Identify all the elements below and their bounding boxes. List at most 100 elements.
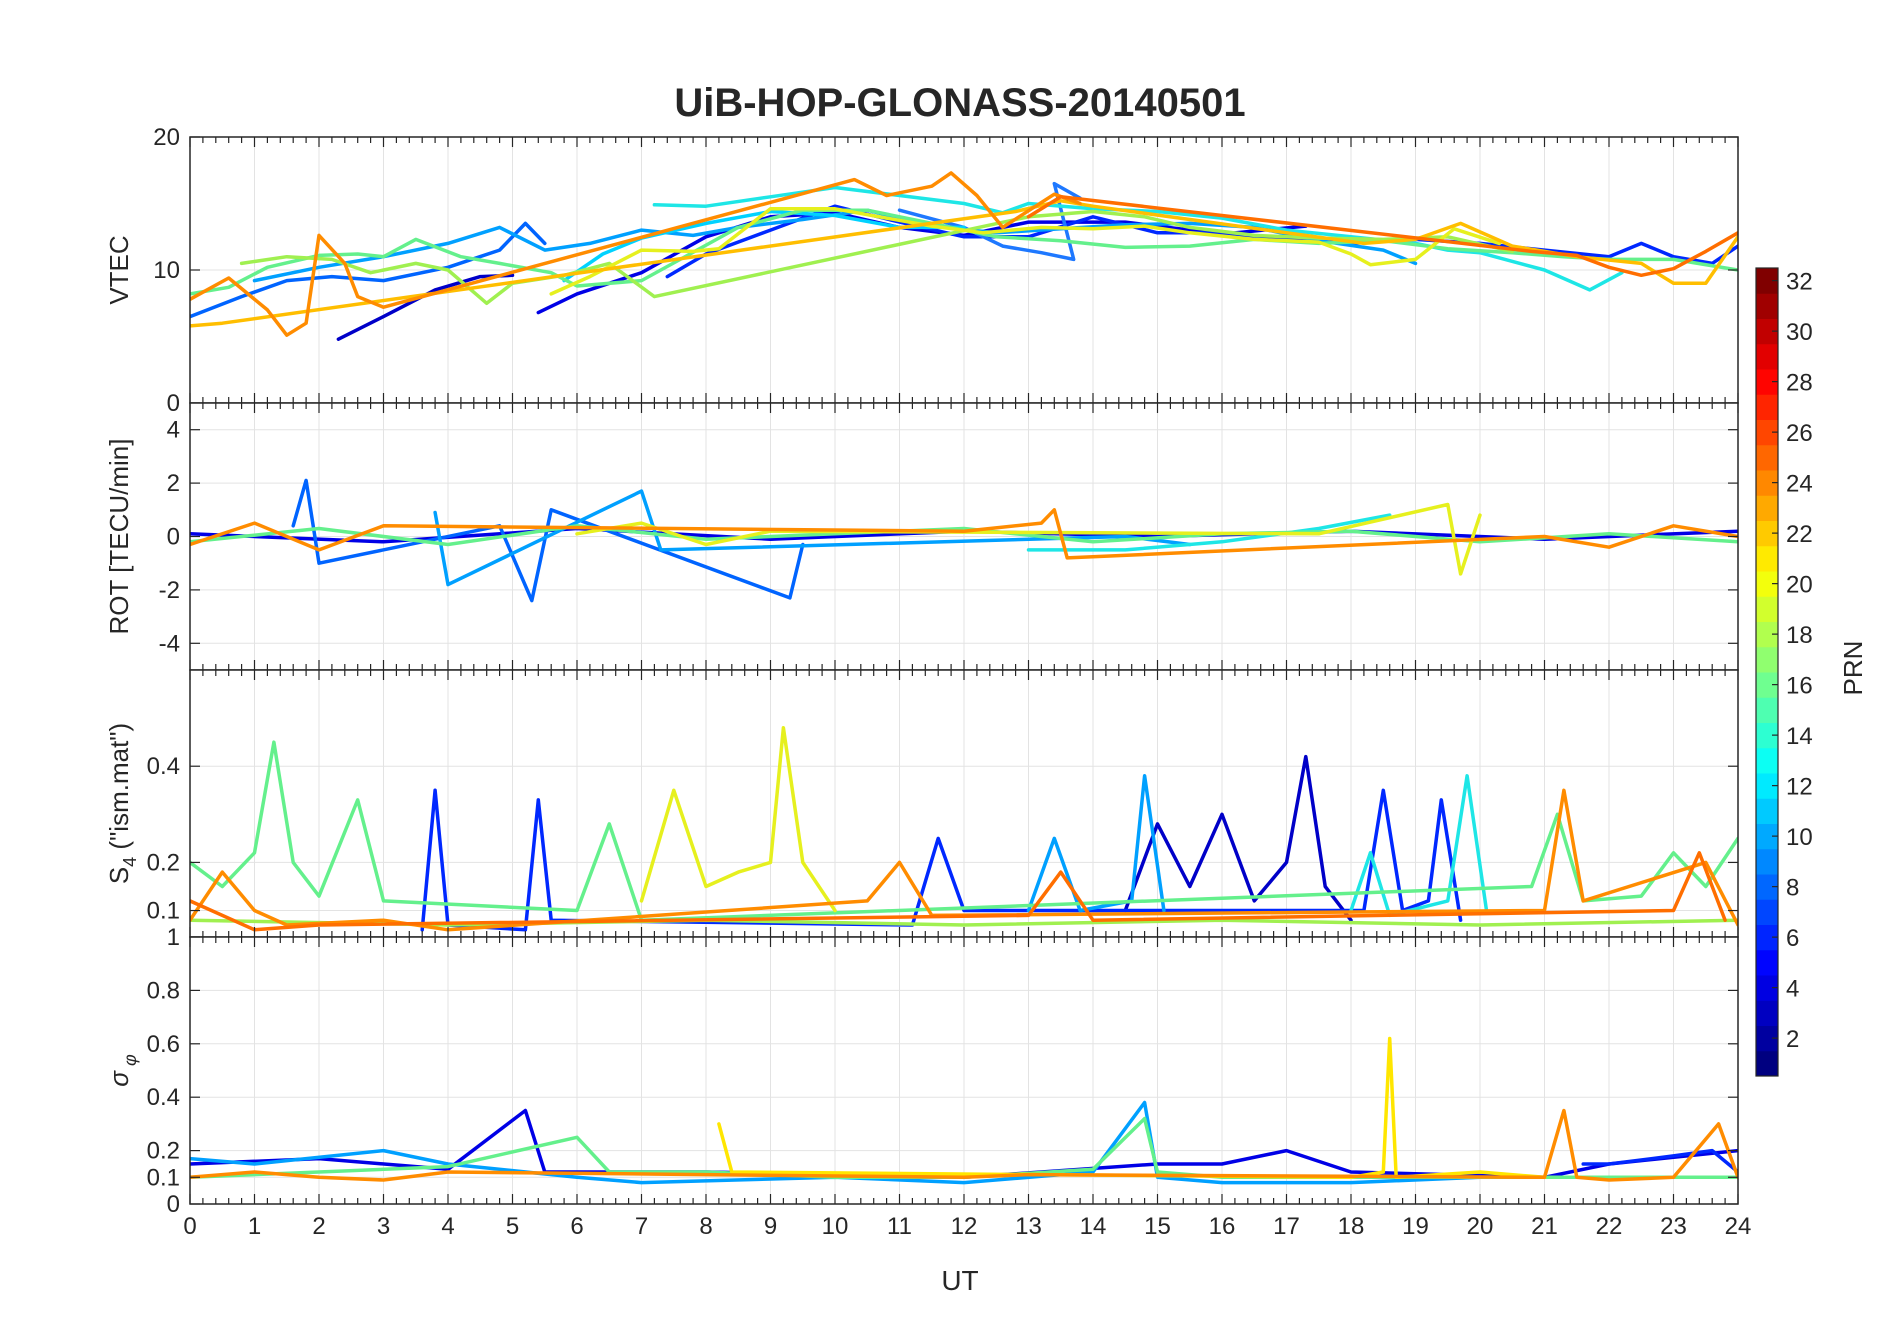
x-tick-label: 23 [1660, 1213, 1687, 1240]
y-tick-label: 0.2 [147, 1138, 180, 1165]
series-line-prn-2 [336, 273, 515, 341]
panel-vtec: 0 10 20 VTEC [104, 124, 1739, 417]
series-line-prn-21 [717, 1036, 1547, 1180]
x-tick-label: 1 [248, 1213, 261, 1240]
series-group [190, 171, 1738, 341]
x-axis-label: UT [941, 1265, 978, 1296]
colorbar-tick-label: 16 [1786, 673, 1813, 700]
y-tick-label: 10 [153, 257, 180, 284]
colorbar-segment [1756, 470, 1778, 496]
colorbar-segment [1756, 1025, 1778, 1052]
series-line-prn-12 [562, 209, 966, 283]
colorbar-segment [1756, 394, 1778, 420]
y-tick-label: 4 [167, 417, 180, 444]
y-tick-label: 0.4 [147, 753, 180, 780]
y-axis-label-part: φ [120, 1054, 140, 1071]
colorbar-tick-label: 30 [1786, 319, 1813, 346]
x-tick-label: 17 [1273, 1213, 1300, 1240]
colorbar-tick-label: 4 [1786, 976, 1799, 1003]
colorbar-segment [1756, 848, 1778, 875]
colorbar-tick-label: 24 [1786, 471, 1813, 498]
panel-rot: -4 -2 0 2 4 ROT [TECU/min] [104, 402, 1739, 671]
colorbar-segment [1756, 672, 1778, 698]
colorbar-tick-label: 18 [1786, 622, 1813, 649]
x-tick-label: 7 [635, 1213, 648, 1240]
colorbar-segment [1756, 646, 1778, 673]
x-tick-label: 20 [1467, 1213, 1494, 1240]
y-axis-label-part: 4 [120, 857, 140, 867]
y-tick-label: -4 [159, 630, 180, 657]
series-line-prn-16 [190, 740, 1738, 922]
colorbar-segment [1756, 823, 1778, 850]
y-tick-label: -2 [159, 577, 180, 604]
x-tick-label: 6 [570, 1213, 583, 1240]
series-line-prn-24 [190, 1108, 1738, 1182]
colorbar-segment [1756, 949, 1778, 976]
colorbar-tick-label: 2 [1786, 1026, 1799, 1053]
colorbar-segment [1756, 293, 1778, 319]
y-tick-label: 0.8 [147, 977, 180, 1004]
colorbar-segment [1756, 444, 1778, 471]
series-line-prn-24 [190, 788, 1738, 932]
series-line-prn-19 [639, 725, 837, 913]
y-tick-label: 0 [167, 1191, 180, 1218]
y-tick-label: 1 [167, 924, 180, 951]
y-tick-label: 0.1 [147, 1164, 180, 1191]
series-line-prn-22 [190, 199, 1738, 328]
colorbar-segment [1756, 697, 1778, 723]
series-line-prn-10 [190, 1100, 1482, 1185]
colorbar-tick-label: 22 [1786, 521, 1813, 548]
x-tick-label: 18 [1338, 1213, 1365, 1240]
colorbar-frame [1755, 267, 1779, 1077]
colorbar-segment [1756, 545, 1778, 572]
y-axis-label-part: ("ism.mat") [104, 723, 134, 857]
x-tick-label: 5 [506, 1213, 519, 1240]
panel-sigma_phi: 00.10.20.40.60.81σ φ0 1 2 3 4 5 6 7 8 9 10 11 12 13 14… [104, 924, 1751, 1240]
series-group [190, 725, 1738, 932]
series-line-prn-5 [1581, 1148, 1738, 1174]
x-tick-label: 19 [1402, 1213, 1429, 1240]
colorbar-segment [1756, 520, 1778, 547]
panel-frame [189, 936, 1739, 1205]
y-tick-label: 0.6 [147, 1031, 180, 1058]
colorbar-segment [1756, 369, 1778, 395]
x-tick-label: 0 [183, 1213, 196, 1240]
colorbar-label: PRN [1838, 641, 1868, 696]
x-tick-label: 12 [951, 1213, 978, 1240]
series-line-prn-7 [291, 478, 805, 603]
colorbar-segment [1756, 419, 1778, 446]
colorbar-segment [1756, 722, 1778, 749]
series-line-prn-7 [190, 221, 547, 319]
series-line-prn-17 [239, 209, 1515, 306]
colorbar-tick-label: 6 [1786, 925, 1799, 952]
colorbar-segment [1756, 798, 1778, 824]
chart-title: UiB-HOP-GLONASS-20140501 [674, 81, 1245, 125]
series-line-prn-13 [1026, 513, 1392, 552]
x-tick-label: 14 [1080, 1213, 1107, 1240]
colorbar-segment [1756, 874, 1778, 900]
y-tick-label: 0 [167, 390, 180, 417]
y-tick-label: 0.4 [147, 1084, 180, 1111]
colorbar-segment [1756, 318, 1778, 345]
series-line-prn-2 [1123, 754, 1353, 922]
colorbar-tick-label: 28 [1786, 370, 1813, 397]
colorbar-segment [1756, 268, 1778, 294]
colorbar-segment [1756, 773, 1778, 799]
colorbar-segment [1756, 899, 1778, 925]
y-axis-label-sigma_phi: σ φ [104, 1054, 140, 1087]
colorbar-segment [1756, 924, 1778, 951]
colorbar-segment [1756, 975, 1778, 1001]
colorbar-tick-label: 14 [1786, 723, 1813, 750]
colorbar-segment [1756, 495, 1778, 521]
colorbar-segment [1756, 621, 1778, 648]
x-tick-label: 13 [1015, 1213, 1042, 1240]
colorbar-tick-label: 20 [1786, 572, 1813, 599]
colorbar-segment [1756, 1050, 1778, 1077]
y-tick-label: 2 [167, 470, 180, 497]
x-tick-label: 3 [377, 1213, 390, 1240]
y-axis-label-part: σ [104, 1070, 134, 1087]
x-tick-label: 22 [1596, 1213, 1623, 1240]
